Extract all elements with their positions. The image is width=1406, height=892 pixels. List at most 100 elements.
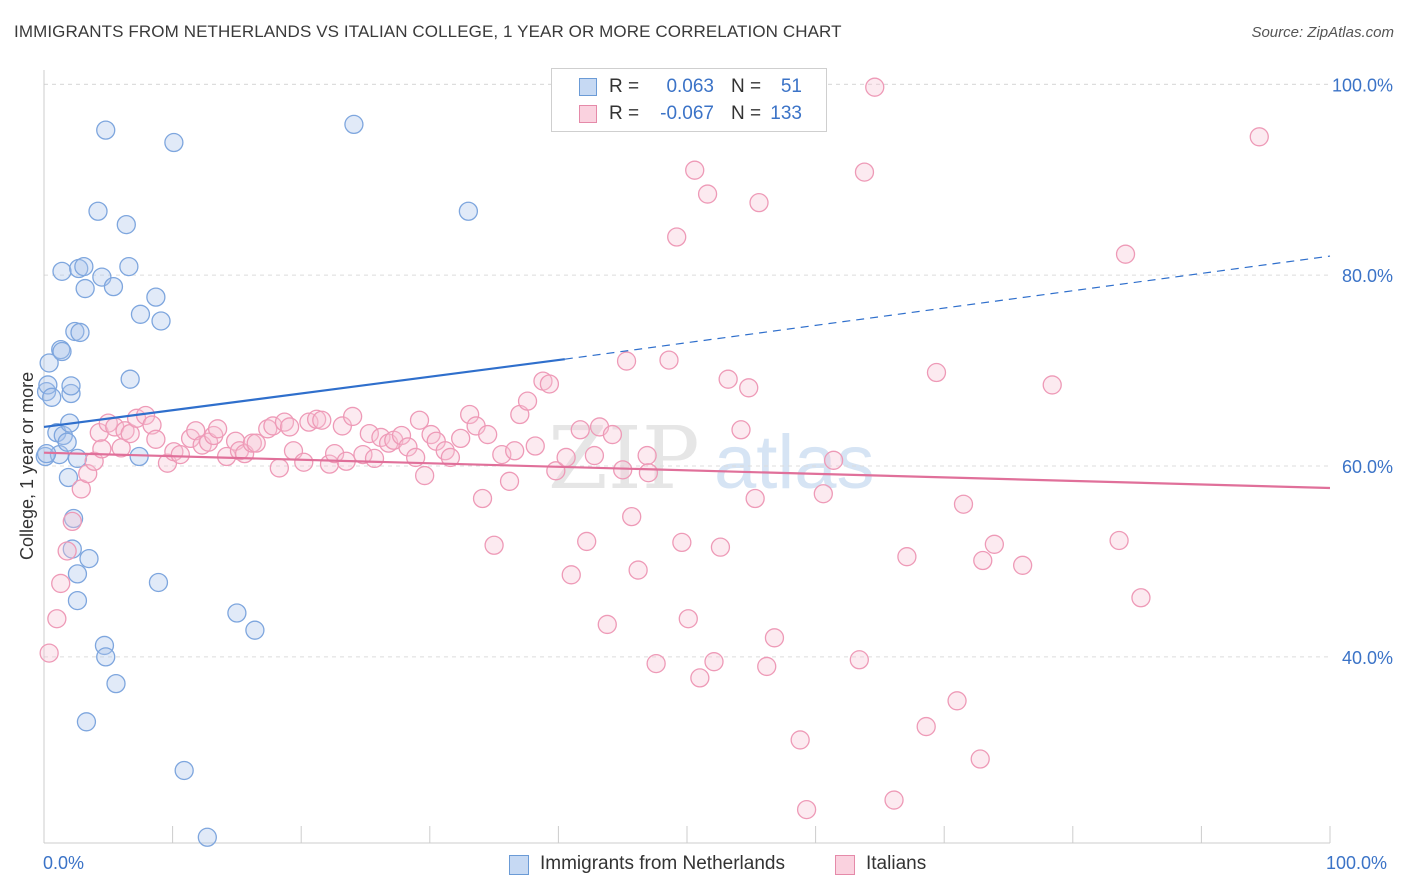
data-point bbox=[58, 467, 79, 488]
data-point bbox=[170, 444, 190, 465]
data-point bbox=[440, 447, 461, 468]
data-point bbox=[88, 201, 108, 221]
data-point bbox=[704, 652, 724, 672]
data-point bbox=[279, 417, 300, 437]
legend-row-italians: R = -0.067 N = 133 bbox=[552, 101, 826, 127]
data-point bbox=[103, 276, 124, 297]
data-point bbox=[57, 432, 77, 452]
data-point bbox=[1012, 555, 1033, 575]
data-point bbox=[1249, 127, 1269, 147]
data-point bbox=[637, 445, 657, 466]
data-point bbox=[409, 410, 430, 430]
watermark: ZIP atlas bbox=[548, 409, 875, 509]
data-point bbox=[947, 691, 967, 711]
y-tick-label: 60.0% bbox=[1342, 457, 1393, 477]
data-point bbox=[39, 643, 59, 663]
data-point bbox=[796, 799, 817, 820]
data-point bbox=[638, 463, 659, 483]
legend-swatch-netherlands bbox=[579, 78, 597, 96]
r-value: 0.063 bbox=[666, 76, 714, 97]
data-point bbox=[525, 436, 545, 456]
data-point bbox=[953, 494, 974, 514]
chart-title: IMMIGRANTS FROM NETHERLANDS VS ITALIAN C… bbox=[14, 22, 842, 41]
data-point bbox=[207, 419, 228, 439]
data-point bbox=[451, 428, 471, 449]
data-point bbox=[854, 162, 875, 182]
data-point bbox=[312, 410, 332, 430]
data-point bbox=[344, 114, 364, 135]
data-point bbox=[186, 421, 206, 441]
data-point bbox=[269, 458, 289, 478]
data-point bbox=[227, 603, 247, 623]
data-point bbox=[115, 421, 135, 441]
watermark-zip: ZIP bbox=[548, 409, 700, 509]
data-point bbox=[584, 445, 605, 466]
data-point bbox=[628, 560, 648, 580]
data-point bbox=[364, 448, 385, 469]
data-point bbox=[67, 448, 88, 469]
data-point bbox=[561, 565, 581, 585]
data-point bbox=[764, 628, 785, 648]
data-point bbox=[39, 353, 59, 373]
data-point bbox=[415, 465, 435, 486]
data-point bbox=[884, 790, 904, 810]
data-point bbox=[749, 193, 769, 213]
watermark-atlas: atlas bbox=[714, 420, 875, 505]
data-point bbox=[245, 620, 265, 640]
data-point bbox=[61, 376, 81, 396]
data-point bbox=[597, 614, 617, 635]
n-value: 133 bbox=[770, 103, 802, 124]
data-point bbox=[146, 429, 166, 449]
n-value: 51 bbox=[780, 76, 802, 97]
data-point bbox=[164, 132, 184, 153]
data-point bbox=[616, 351, 637, 371]
data-point bbox=[458, 201, 479, 221]
y-tick-label: 80.0% bbox=[1342, 266, 1393, 286]
data-point bbox=[148, 572, 169, 593]
data-point bbox=[61, 383, 81, 404]
data-point bbox=[718, 369, 738, 389]
data-point bbox=[646, 653, 666, 674]
data-point bbox=[96, 647, 116, 667]
data-point bbox=[391, 425, 412, 446]
data-point bbox=[263, 416, 283, 436]
data-point bbox=[246, 433, 266, 453]
data-point bbox=[926, 362, 947, 383]
y-tick-labels: 40.0% 60.0% 80.0% 100.0% bbox=[1332, 75, 1393, 668]
data-point bbox=[74, 256, 94, 277]
data-point bbox=[539, 374, 560, 394]
data-point bbox=[739, 378, 759, 398]
legend-label-netherlands: Immigrants from Netherlands bbox=[540, 853, 785, 874]
data-point bbox=[790, 730, 810, 750]
data-point bbox=[916, 716, 936, 737]
data-point bbox=[174, 760, 194, 781]
n-label: N = bbox=[731, 76, 762, 97]
data-point bbox=[52, 341, 72, 362]
data-point bbox=[42, 387, 62, 407]
data-point bbox=[67, 564, 88, 584]
data-point bbox=[52, 261, 72, 282]
data-point bbox=[142, 415, 162, 435]
data-point bbox=[478, 424, 498, 445]
data-point bbox=[745, 488, 765, 509]
data-point bbox=[119, 256, 139, 277]
data-point bbox=[51, 573, 71, 594]
data-point bbox=[76, 712, 97, 732]
data-point bbox=[731, 420, 751, 440]
legend-row-netherlands: R = 0.063 N = 51 bbox=[552, 74, 826, 100]
data-point bbox=[38, 375, 58, 395]
data-point bbox=[484, 535, 504, 555]
data-point bbox=[398, 437, 418, 457]
data-point bbox=[460, 404, 480, 425]
x-tick-label-min: 0.0% bbox=[43, 853, 85, 873]
data-point bbox=[570, 420, 590, 440]
data-point bbox=[984, 534, 1005, 554]
data-point bbox=[146, 287, 166, 307]
data-point bbox=[70, 322, 90, 343]
data-point bbox=[130, 304, 151, 324]
trend-line bbox=[43, 451, 1331, 490]
trend-line bbox=[43, 358, 565, 429]
data-point bbox=[1109, 530, 1129, 551]
data-point bbox=[47, 609, 67, 629]
